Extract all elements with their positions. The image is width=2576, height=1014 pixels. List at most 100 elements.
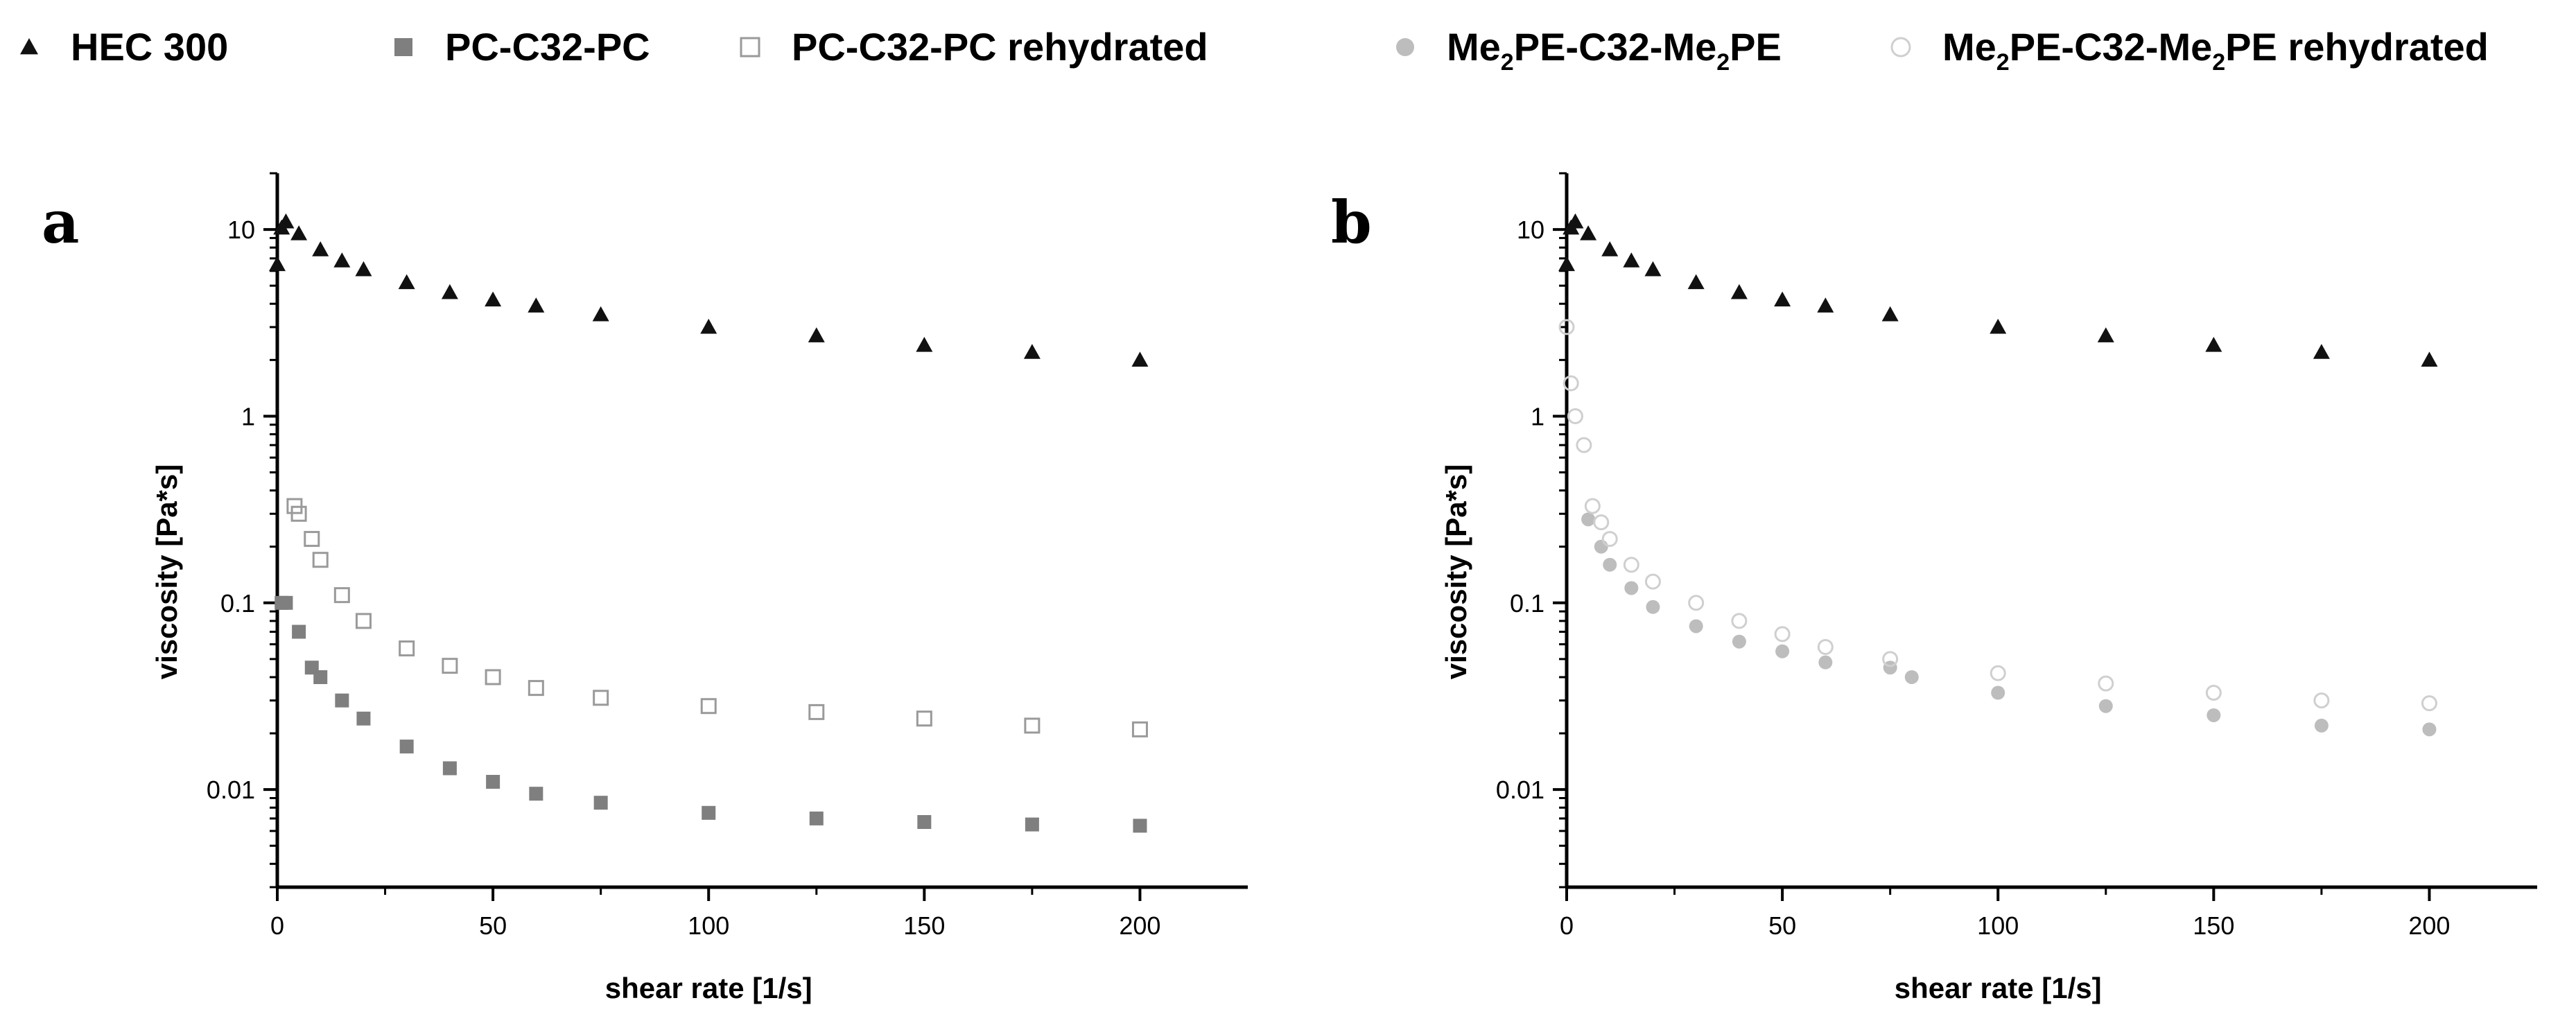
x-axis-title: shear rate [1/s] [1895,972,2102,1004]
x-axis-title: shear rate [1/s] [605,972,812,1004]
data-point [485,291,502,307]
y-axis-title: viscosity [Pa*s] [1440,464,1472,680]
y-tick-label: 1 [1531,402,1544,430]
data-point [1558,319,1575,335]
legend-marker-shape [1890,37,1911,58]
data-point [1731,613,1748,629]
legend-marker-icon [394,38,412,56]
data-point [1689,619,1703,633]
y-tick-label: 0.01 [1496,776,1544,804]
data-point [304,531,320,548]
legend-marker-icon [20,38,38,55]
y-axis-title: viscosity [Pa*s] [150,464,183,680]
data-point [2421,695,2437,712]
data-point [1580,225,1597,241]
data-point [2097,327,2114,342]
data-point [917,815,932,830]
data-point [1558,256,1575,272]
data-point [593,796,608,810]
data-point [1990,318,2007,334]
data-point [1817,297,1834,313]
legend-marker-icon [1890,37,1911,58]
data-point [269,256,286,272]
data-point [916,710,932,727]
x-tick-label: 0 [1560,911,1574,940]
data-point [809,811,824,825]
data-point [1131,721,1148,737]
data-point [1904,670,1919,684]
data-point [399,640,415,657]
data-point [1991,685,2005,700]
data-point [2098,699,2113,713]
data-point [486,775,501,789]
data-point [1603,557,1617,572]
legend-item: HEC 300 [14,19,228,75]
data-point [1581,512,1596,527]
x-tick-label: 150 [2193,911,2234,940]
data-point [1023,344,1041,359]
data-point [279,595,293,610]
legend-item: PC-C32-PC [388,19,650,75]
x-tick-label: 100 [688,911,729,940]
data-point [1623,557,1639,573]
data-point [2207,708,2221,722]
data-point [1563,375,1579,392]
data-point [1644,573,1661,590]
data-point [1817,639,1834,656]
data-point [1775,644,1790,658]
data-point [398,274,415,290]
data-point [1624,581,1639,595]
data-point [1024,717,1041,734]
data-point [1623,252,1640,268]
data-point [399,740,414,754]
x-tick-label: 100 [1977,911,2019,940]
data-point [355,613,372,629]
data-point [2313,692,2330,709]
legend-label: Me2PE-C32-Me2PE rehydrated [1942,25,2489,76]
data-point [1567,213,1584,229]
data-point [1818,655,1833,670]
data-point [313,670,328,684]
legend-label: PC-C32-PC [445,25,650,69]
y-tick-label: 0.01 [207,776,255,804]
data-point [916,337,933,352]
data-point [1567,408,1583,424]
data-point [2422,722,2437,737]
data-point [1730,283,1748,299]
y-tick-label: 1 [241,402,255,430]
x-tick-label: 200 [2408,911,2450,940]
y-tick-label: 10 [227,216,255,244]
legend-marker-shape [740,37,760,58]
data-point [1601,531,1618,548]
legend-label: PC-C32-PC rehydrated [792,25,1208,69]
legend-marker-shape [1396,38,1414,56]
data-point [333,252,351,268]
data-point [1025,817,1039,832]
y-tick-label: 0.1 [1510,589,1544,618]
data-point [592,306,609,322]
data-point [1131,351,1149,367]
data-point [528,680,544,697]
panel-label: b [1331,188,1372,256]
legend-marker-shape [394,38,412,56]
data-point [2205,684,2222,701]
data-point [808,703,825,720]
data-point [2098,675,2114,692]
data-point [355,261,372,277]
x-tick-label: 50 [1768,911,1796,940]
data-point [356,711,371,726]
data-point [2421,351,2438,367]
data-point [1133,819,1147,833]
legend-label: Me2PE-C32-Me2PE [1447,25,1782,76]
data-point [1576,437,1592,453]
legend-marker-icon [1396,38,1414,56]
panel-label: a [42,188,79,256]
legend-item: Me2PE-C32-Me2PE rehydrated [1886,19,2489,75]
data-point [335,693,349,708]
data-point [1732,634,1746,649]
series-pc-c32-pc [275,595,1147,833]
data-point [2313,344,2330,359]
data-point [1594,539,1608,554]
data-point [1881,306,1899,322]
